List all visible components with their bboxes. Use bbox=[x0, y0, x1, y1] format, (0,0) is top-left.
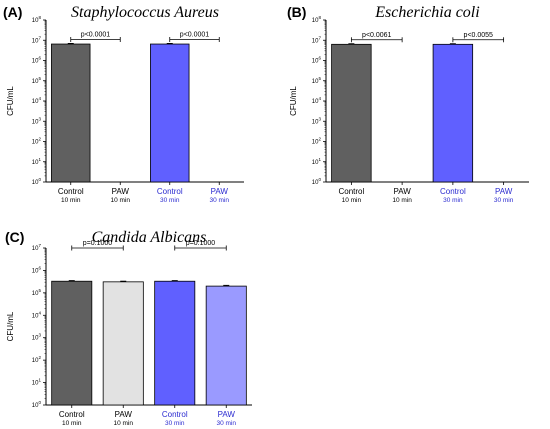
bar bbox=[51, 43, 91, 183]
x-tick-label: Control bbox=[58, 187, 84, 196]
panel-escherichia-coli: (B) Escherichia coli CFU/mL 100 101 102 103 104… bbox=[287, 4, 529, 204]
x-tick-label: PAW bbox=[115, 410, 133, 419]
x-tick-label: Control bbox=[162, 410, 188, 419]
y-tick-label: 100 bbox=[312, 177, 322, 186]
x-tick-sublabel: 10 min bbox=[110, 197, 130, 204]
y-tick-label: 106 bbox=[32, 56, 42, 65]
chart-title: Candida Albicans bbox=[92, 229, 207, 246]
bar bbox=[154, 280, 196, 406]
p-value-label: p<0.0001 bbox=[180, 32, 209, 39]
p-value-label: p<0.0061 bbox=[362, 32, 391, 39]
y-tick-label: 102 bbox=[32, 355, 42, 364]
y-tick-label: 107 bbox=[32, 243, 42, 252]
y-tick-label: 101 bbox=[312, 157, 322, 166]
x-tick-label: PAW bbox=[218, 410, 236, 419]
y-tick-label: 104 bbox=[32, 96, 42, 105]
p-value-label: p<0.0001 bbox=[81, 32, 110, 39]
y-tick-label: 108 bbox=[312, 15, 322, 24]
panel-letter: (C) bbox=[5, 229, 24, 245]
bar bbox=[205, 285, 247, 406]
x-tick-label: Control bbox=[59, 410, 85, 419]
y-tick-label: 100 bbox=[32, 177, 42, 186]
x-tick-sublabel: 10 min bbox=[342, 197, 362, 204]
y-tick-label: 103 bbox=[32, 333, 42, 342]
y-tick-label: 103 bbox=[32, 116, 42, 125]
y-tick-label: 102 bbox=[312, 137, 322, 146]
x-tick-sublabel: 30 min bbox=[443, 197, 463, 204]
y-tick-label: 104 bbox=[312, 96, 322, 105]
bar bbox=[51, 280, 93, 406]
y-tick-label: 102 bbox=[32, 137, 42, 146]
x-tick-label: Control bbox=[338, 187, 364, 196]
y-tick-label: 101 bbox=[32, 378, 42, 387]
y-tick-label: 104 bbox=[32, 310, 42, 319]
x-tick-sublabel: 10 min bbox=[61, 197, 81, 204]
x-tick-sublabel: 10 min bbox=[113, 420, 133, 427]
x-tick-sublabel: 30 min bbox=[160, 197, 180, 204]
y-tick-label: 106 bbox=[32, 265, 42, 274]
bar bbox=[331, 43, 372, 183]
y-tick-label: 105 bbox=[32, 288, 42, 297]
y-tick-label: 107 bbox=[32, 35, 42, 44]
x-tick-label: PAW bbox=[112, 187, 130, 196]
x-tick-label: Control bbox=[157, 187, 183, 196]
chart-title: Staphylococcus Aureus bbox=[71, 4, 219, 21]
panel-staphylococcus-aureus: (A) Staphylococcus Aureus CFU/mL 100 101 102 1… bbox=[3, 4, 244, 204]
x-tick-sublabel: 30 min bbox=[216, 420, 236, 427]
x-tick-sublabel: 30 min bbox=[165, 420, 185, 427]
bar bbox=[432, 43, 474, 183]
y-tick-label: 108 bbox=[32, 15, 42, 24]
x-tick-label: PAW bbox=[393, 187, 411, 196]
p-value-label: p=0.1000 bbox=[83, 240, 112, 247]
bar bbox=[102, 281, 144, 406]
x-tick-label: PAW bbox=[495, 187, 513, 196]
x-tick-label: Control bbox=[440, 187, 466, 196]
x-tick-label: PAW bbox=[211, 187, 229, 196]
bar bbox=[150, 43, 190, 183]
panel-letter: (B) bbox=[287, 4, 306, 20]
chart-title: Escherichia coli bbox=[374, 4, 479, 21]
panel-candida-albicans: (C) Candida Albicans CFU/mL 100 101 102 103 104… bbox=[5, 229, 252, 427]
p-value-label: p=0.1000 bbox=[186, 240, 215, 247]
y-tick-label: 103 bbox=[312, 116, 322, 125]
y-tick-label: 105 bbox=[32, 76, 42, 85]
y-tick-label: 105 bbox=[312, 76, 322, 85]
p-value-label: p<0.0055 bbox=[464, 32, 493, 39]
y-axis-label: CFU/mL bbox=[6, 311, 15, 341]
x-tick-sublabel: 10 min bbox=[392, 197, 412, 204]
x-tick-sublabel: 30 min bbox=[494, 197, 514, 204]
y-axis-label: CFU/mL bbox=[6, 86, 15, 116]
y-tick-label: 107 bbox=[312, 35, 322, 44]
x-tick-sublabel: 30 min bbox=[209, 197, 229, 204]
y-tick-label: 106 bbox=[312, 56, 322, 65]
x-tick-sublabel: 10 min bbox=[62, 420, 82, 427]
panel-letter: (A) bbox=[3, 4, 22, 20]
y-tick-label: 101 bbox=[32, 157, 42, 166]
y-tick-label: 100 bbox=[32, 400, 42, 409]
y-axis-label: CFU/mL bbox=[289, 86, 298, 116]
